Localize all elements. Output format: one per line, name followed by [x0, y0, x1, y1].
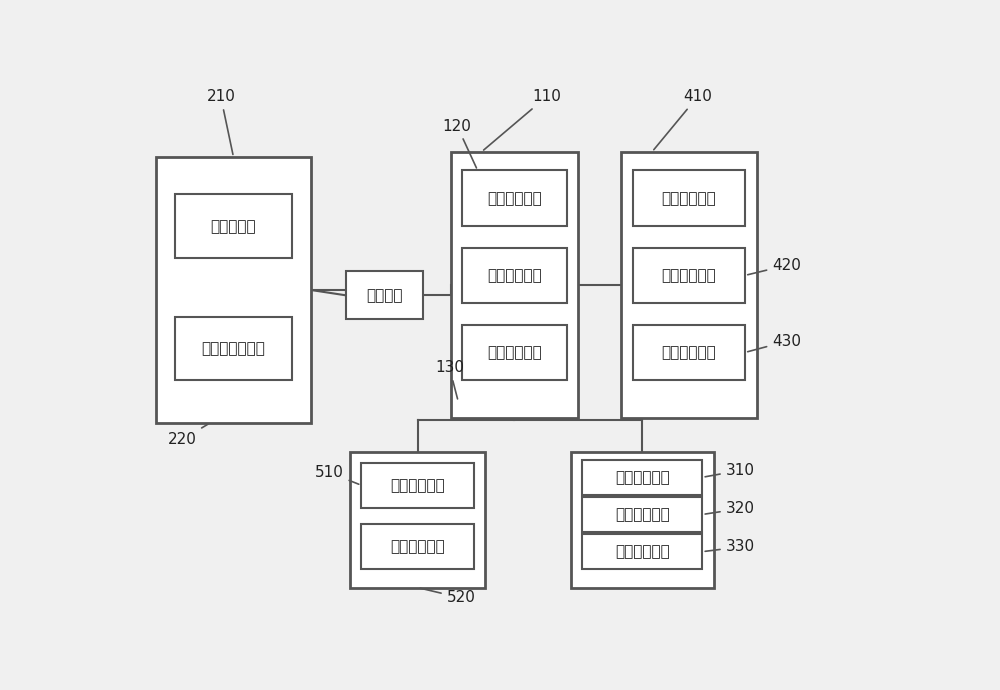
Text: 告警统计单元: 告警统计单元 — [615, 544, 670, 559]
Text: 130: 130 — [435, 360, 464, 399]
Text: 220: 220 — [168, 424, 208, 447]
Text: 410: 410 — [654, 90, 712, 150]
Text: 110: 110 — [484, 90, 561, 150]
Text: 420: 420 — [748, 258, 801, 275]
Bar — [350, 452, 485, 588]
Text: 320: 320 — [705, 501, 755, 516]
Bar — [361, 463, 474, 508]
Bar — [450, 152, 578, 417]
Bar — [462, 324, 567, 380]
Text: 510: 510 — [315, 465, 359, 484]
Bar — [621, 152, 757, 417]
Bar — [633, 170, 745, 226]
Bar — [175, 317, 292, 380]
Text: 信息收取单元: 信息收取单元 — [390, 477, 445, 493]
Text: 310: 310 — [705, 463, 755, 478]
Text: 330: 330 — [705, 540, 755, 554]
Bar — [156, 157, 311, 423]
Bar — [582, 497, 702, 532]
Text: 430: 430 — [748, 334, 801, 352]
Text: 监控摄像头: 监控摄像头 — [211, 219, 256, 234]
Text: 视频回放单元: 视频回放单元 — [487, 268, 542, 283]
Text: 气体监测传感器: 气体监测传感器 — [202, 341, 265, 356]
Text: 520: 520 — [420, 588, 476, 605]
Bar — [571, 452, 714, 588]
Bar — [633, 324, 745, 380]
Text: 信息分析单元: 信息分析单元 — [390, 539, 445, 554]
Bar — [462, 248, 567, 304]
Bar — [346, 271, 423, 319]
Text: 120: 120 — [443, 119, 476, 168]
Bar — [462, 170, 567, 226]
Bar — [582, 460, 702, 495]
Bar — [361, 524, 474, 569]
Bar — [582, 534, 702, 569]
Text: 实时告警单元: 实时告警单元 — [615, 470, 670, 485]
Text: 通信模块: 通信模块 — [366, 288, 403, 303]
Bar — [175, 195, 292, 258]
Text: 历史告警单元: 历史告警单元 — [615, 507, 670, 522]
Text: 210: 210 — [206, 90, 235, 155]
Bar — [633, 248, 745, 304]
Text: 组织管理单元: 组织管理单元 — [661, 191, 716, 206]
Text: 数据管理单元: 数据管理单元 — [661, 345, 716, 360]
Text: 用户管理单元: 用户管理单元 — [661, 268, 716, 283]
Text: 相机列表单元: 相机列表单元 — [487, 345, 542, 360]
Text: 实时视频单元: 实时视频单元 — [487, 191, 542, 206]
